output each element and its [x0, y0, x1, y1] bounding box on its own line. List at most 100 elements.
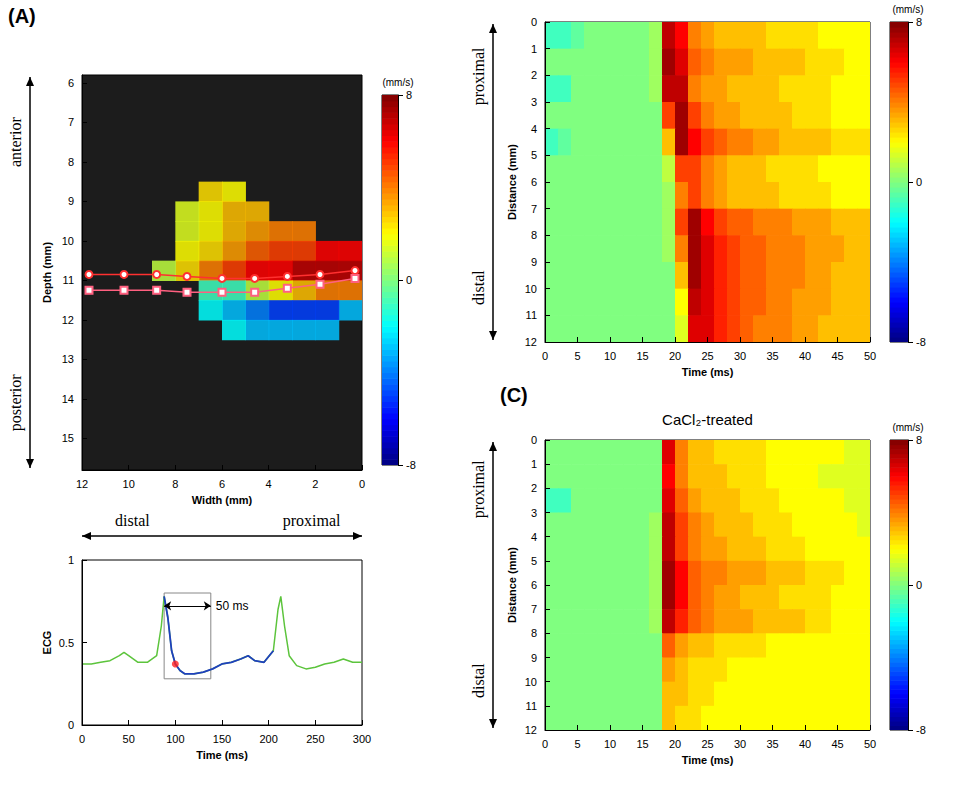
- svg-text:posterior: posterior: [7, 374, 25, 432]
- svg-text:1: 1: [531, 458, 537, 470]
- svg-text:5: 5: [531, 149, 537, 161]
- svg-text:45: 45: [831, 738, 843, 750]
- svg-text:0: 0: [79, 733, 85, 745]
- svg-text:Depth (mm): Depth (mm): [41, 242, 53, 303]
- svg-text:14: 14: [62, 393, 74, 405]
- svg-text:0: 0: [542, 350, 548, 362]
- svg-text:12: 12: [62, 314, 74, 326]
- svg-text:50: 50: [123, 733, 135, 745]
- svg-text:45: 45: [831, 350, 843, 362]
- svg-text:25: 25: [701, 738, 713, 750]
- svg-text:6: 6: [68, 77, 74, 89]
- svg-text:distal: distal: [470, 663, 487, 698]
- svg-text:5: 5: [574, 738, 580, 750]
- svg-text:(mm/s): (mm/s): [892, 4, 923, 15]
- svg-text:10: 10: [123, 478, 135, 490]
- svg-text:4: 4: [531, 531, 537, 543]
- svg-text:2: 2: [531, 69, 537, 81]
- svg-text:7: 7: [68, 116, 74, 128]
- svg-text:(A): (A): [8, 5, 36, 27]
- svg-text:50: 50: [864, 738, 876, 750]
- svg-text:Time (ms): Time (ms): [682, 366, 734, 378]
- svg-text:(mm/s): (mm/s): [382, 77, 413, 88]
- svg-text:15: 15: [636, 738, 648, 750]
- svg-text:4: 4: [531, 123, 537, 135]
- svg-text:200: 200: [259, 733, 277, 745]
- svg-text:11: 11: [526, 309, 537, 321]
- svg-text:8: 8: [406, 89, 412, 101]
- svg-text:8: 8: [68, 156, 74, 168]
- svg-text:0: 0: [531, 16, 537, 28]
- svg-text:1: 1: [531, 43, 537, 55]
- svg-text:distal: distal: [470, 270, 487, 305]
- svg-text:2: 2: [531, 482, 537, 494]
- svg-text:10: 10: [604, 350, 616, 362]
- svg-text:5: 5: [574, 350, 580, 362]
- svg-text:12: 12: [525, 724, 537, 736]
- svg-text:0: 0: [359, 478, 365, 490]
- svg-text:5: 5: [531, 555, 537, 567]
- svg-text:6: 6: [219, 478, 225, 490]
- svg-text:50: 50: [864, 350, 876, 362]
- svg-text:100: 100: [166, 733, 184, 745]
- svg-text:30: 30: [734, 350, 746, 362]
- svg-text:Distance (mm): Distance (mm): [506, 547, 518, 623]
- svg-text:0: 0: [916, 579, 922, 591]
- svg-text:9: 9: [531, 652, 537, 664]
- svg-text:0: 0: [406, 274, 412, 286]
- svg-text:3: 3: [531, 507, 537, 519]
- svg-text:1: 1: [68, 554, 74, 566]
- svg-text:Time (ms): Time (ms): [196, 749, 248, 761]
- svg-text:8: 8: [916, 434, 922, 446]
- svg-text:distal: distal: [115, 512, 150, 529]
- svg-text:0: 0: [916, 176, 922, 188]
- svg-text:8: 8: [172, 478, 178, 490]
- svg-text:20: 20: [669, 738, 681, 750]
- svg-text:40: 40: [799, 738, 811, 750]
- svg-text:40: 40: [799, 350, 811, 362]
- svg-text:11: 11: [526, 700, 537, 712]
- svg-text:-8: -8: [916, 336, 926, 348]
- svg-text:25: 25: [701, 350, 713, 362]
- svg-text:0: 0: [531, 434, 537, 446]
- svg-text:12: 12: [525, 336, 537, 348]
- svg-text:10: 10: [62, 235, 74, 247]
- svg-text:(mm/s): (mm/s): [892, 422, 923, 433]
- svg-text:0: 0: [542, 738, 548, 750]
- svg-text:15: 15: [636, 350, 648, 362]
- svg-text:Time (ms): Time (ms): [682, 754, 734, 766]
- svg-text:CaCl₂-treated: CaCl₂-treated: [662, 411, 753, 428]
- svg-text:9: 9: [531, 256, 537, 268]
- svg-text:10: 10: [525, 283, 537, 295]
- svg-text:300: 300: [353, 733, 371, 745]
- svg-text:0: 0: [68, 719, 74, 731]
- svg-text:anterior: anterior: [7, 117, 24, 167]
- svg-text:-8: -8: [406, 459, 416, 471]
- svg-text:proximal: proximal: [283, 512, 341, 530]
- svg-text:150: 150: [213, 733, 231, 745]
- svg-text:proximal: proximal: [470, 47, 488, 105]
- svg-text:7: 7: [531, 603, 537, 615]
- svg-text:Width (mm): Width (mm): [192, 494, 253, 506]
- svg-text:Distance (mm): Distance (mm): [506, 144, 518, 220]
- svg-text:10: 10: [525, 676, 537, 688]
- svg-text:9: 9: [68, 195, 74, 207]
- svg-text:10: 10: [604, 738, 616, 750]
- svg-text:-8: -8: [916, 724, 926, 736]
- svg-text:13: 13: [62, 353, 74, 365]
- svg-text:8: 8: [531, 627, 537, 639]
- svg-text:4: 4: [266, 478, 272, 490]
- svg-text:6: 6: [531, 579, 537, 591]
- svg-text:12: 12: [76, 478, 88, 490]
- svg-text:2: 2: [312, 478, 318, 490]
- svg-text:250: 250: [306, 733, 324, 745]
- svg-text:6: 6: [531, 176, 537, 188]
- svg-text:20: 20: [669, 350, 681, 362]
- svg-text:30: 30: [734, 738, 746, 750]
- svg-text:11: 11: [63, 274, 74, 286]
- svg-text:8: 8: [531, 229, 537, 241]
- svg-text:proximal: proximal: [470, 460, 488, 518]
- svg-text:35: 35: [766, 738, 778, 750]
- svg-text:ECG: ECG: [41, 631, 53, 655]
- svg-text:8: 8: [916, 16, 922, 28]
